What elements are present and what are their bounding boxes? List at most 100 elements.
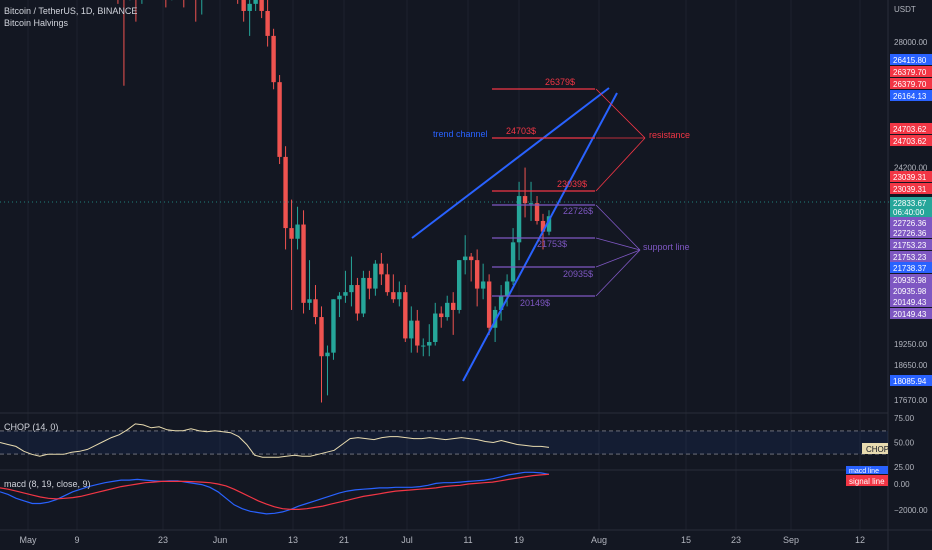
candle-body	[522, 196, 528, 204]
candle-body	[253, 0, 258, 4]
time-tick-label: Sep	[783, 535, 799, 545]
price-label-box	[890, 66, 932, 77]
price-label-text: 23039.31	[893, 173, 927, 182]
support-level-label: 22726$	[563, 206, 593, 216]
price-label-text: 20149.43	[893, 298, 927, 307]
support-level-label: 20149$	[520, 298, 550, 308]
time-tick-label: 23	[158, 535, 168, 545]
candle-body	[474, 260, 480, 289]
price-label-text: 24703.62	[893, 125, 927, 134]
price-label-text: 23039.31	[893, 185, 927, 194]
support-callout-line	[595, 237, 641, 251]
signal-line	[0, 473, 550, 510]
candle-body	[367, 277, 372, 289]
time-tick-label: Aug	[591, 535, 607, 545]
macd-tick-label: 0.00	[894, 480, 910, 489]
candle-body	[421, 345, 426, 347]
candle-body	[439, 313, 444, 318]
candle-body	[498, 295, 504, 310]
price-label-text: 21753.23	[893, 253, 927, 262]
support-level-label: 21753$	[537, 239, 567, 249]
price-label-text: 21738.37	[893, 264, 927, 273]
price-label-box	[890, 296, 932, 307]
macd-label: macd (8, 19, close, 9)	[4, 479, 91, 489]
price-label-box	[890, 135, 932, 146]
price-label-box	[890, 375, 932, 386]
price-label-box	[890, 78, 932, 89]
chop-tag-text: CHOP	[866, 445, 889, 454]
price-tick-label: 24200.00	[894, 164, 928, 173]
candle-body	[379, 263, 384, 275]
candle-body	[307, 299, 312, 303]
price-tick-label: 18650.00	[894, 361, 928, 370]
candle-body	[271, 35, 276, 83]
macd-tick-label: −2000.00	[894, 506, 928, 515]
resistance-level-label: 24703$	[506, 126, 536, 136]
time-tick-label: 19	[514, 535, 524, 545]
price-label-box	[890, 308, 932, 319]
candle-body	[456, 260, 462, 310]
chop-band	[0, 430, 888, 455]
time-tick-label: 11	[463, 535, 472, 545]
candle-body	[283, 156, 288, 229]
price-label-box	[890, 217, 932, 228]
price-label-text: 20935.98	[893, 287, 927, 296]
candle-body	[349, 285, 354, 293]
time-tick-label: May	[19, 535, 37, 545]
time-tick-label: 9	[74, 535, 79, 545]
price-label-box	[890, 251, 932, 262]
drawings: trend channel 26379$ 24703$ 23039$ resistanc…	[0, 77, 890, 382]
chop-tag-box	[862, 443, 888, 454]
chop-line	[0, 423, 550, 458]
candle-body	[289, 228, 294, 239]
support-line-label: support line	[643, 242, 690, 252]
signal-legend-text: signal line	[849, 477, 885, 486]
candle-body	[403, 292, 408, 339]
resistance-label: resistance	[649, 130, 690, 140]
candle-body	[409, 320, 414, 339]
price-label-box	[890, 197, 932, 208]
price-label-box	[890, 206, 932, 217]
candles	[117, 0, 552, 403]
price-label-box	[890, 285, 932, 296]
macd-pane: 0.00 −2000.00 macd line signal line	[0, 466, 928, 515]
chop-tick-label: 50.00	[894, 439, 915, 448]
time-tick-label: Jun	[213, 535, 228, 545]
chart-title: Bitcoin / TetherUS, 1D, BINANCE	[4, 6, 138, 16]
price-label-text: 26164.13	[893, 92, 927, 101]
candle-body	[361, 277, 366, 314]
price-label-text: 26379.70	[893, 80, 927, 89]
price-label-text: 22726.36	[893, 219, 927, 228]
price-label-text: 22833.67	[893, 199, 927, 208]
candle-body	[468, 256, 474, 261]
resistance-callout-line	[595, 88, 646, 139]
candle-body	[445, 302, 450, 318]
candle-body	[427, 341, 432, 346]
time-tick-label: 12	[855, 535, 865, 545]
candle-body	[516, 196, 522, 243]
macd-legend-text: macd line	[849, 468, 879, 475]
macd-line	[0, 471, 550, 515]
price-axis: 28000.00 24200.00 19250.00 18650.00 17670.00…	[890, 5, 932, 405]
price-label-box	[890, 227, 932, 238]
time-axis: May 9 23 Jun 13 21 Jul 11 19 Aug 15 23 Sep 12	[19, 535, 865, 545]
chop-label: CHOP (14, 0)	[4, 422, 59, 432]
time-tick-label: 13	[288, 535, 298, 545]
candle-body	[391, 292, 396, 300]
candle-body	[295, 224, 300, 239]
price-label-box	[890, 262, 932, 273]
price-label-text: 21753.23	[893, 241, 927, 250]
support-callout-line	[595, 249, 641, 297]
price-tick-label: 19250.00	[894, 340, 928, 349]
candle-body	[319, 317, 324, 357]
price-label-box	[890, 239, 932, 250]
price-label-text: 26415.80	[893, 56, 927, 65]
support-callout-line	[595, 249, 641, 268]
chop-tick-label: 75.00	[894, 414, 915, 423]
indicator-bitcoin-halvings: Bitcoin Halvings	[4, 18, 69, 28]
candle-body	[451, 302, 456, 310]
price-label-box	[890, 90, 932, 101]
candle-body	[277, 82, 282, 157]
